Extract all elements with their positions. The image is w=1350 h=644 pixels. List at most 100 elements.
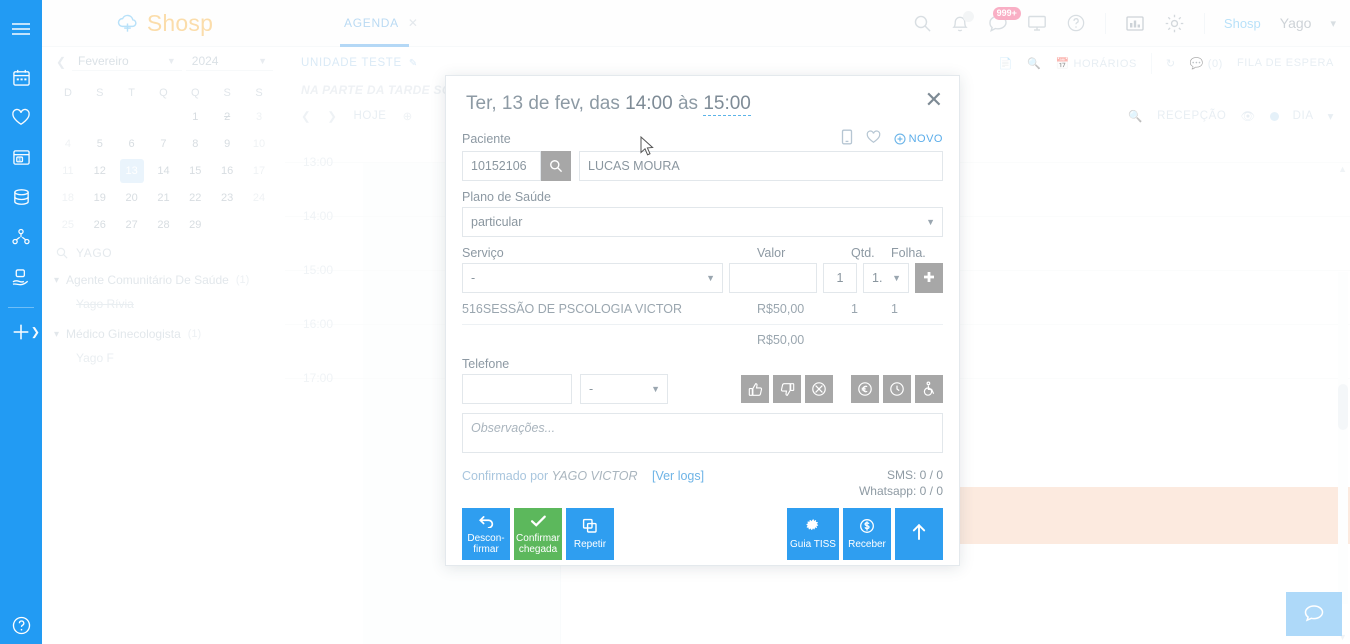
- calendar-day[interactable]: 18: [61, 191, 75, 204]
- recepcao-filter[interactable]: RECEPÇÃO: [1157, 110, 1227, 122]
- calendar-day[interactable]: [211, 211, 243, 238]
- add-icon[interactable]: ❯: [0, 312, 42, 352]
- scrollbar-track[interactable]: [1338, 272, 1348, 604]
- prev-day-button[interactable]: ❮: [301, 111, 312, 123]
- calendar-day[interactable]: 27: [125, 218, 138, 231]
- calendar-day[interactable]: 15: [189, 164, 202, 177]
- search-icon[interactable]: [913, 14, 932, 33]
- cancel-circle-icon[interactable]: [805, 375, 833, 403]
- calendar-day[interactable]: [52, 103, 84, 130]
- calendar-day[interactable]: 21: [157, 191, 170, 204]
- heart-icon[interactable]: [0, 97, 42, 137]
- clock-circle-icon[interactable]: [883, 375, 911, 403]
- people-network-icon[interactable]: [0, 217, 42, 257]
- thumbs-up-icon[interactable]: [741, 375, 769, 403]
- calendar-day[interactable]: 19: [93, 191, 106, 204]
- calendar-day[interactable]: 13: [116, 157, 148, 184]
- refresh-icon[interactable]: ↻: [1165, 57, 1176, 70]
- year-select[interactable]: 2024 ▼: [185, 53, 273, 71]
- patient-name-input[interactable]: [579, 151, 943, 181]
- scrollbar-thumb[interactable]: [1338, 384, 1348, 430]
- novo-patient-button[interactable]: NOVO: [894, 133, 943, 145]
- servico-select[interactable]: - ▼: [462, 263, 723, 293]
- servico-folha-select[interactable]: 1. ▼: [863, 263, 909, 293]
- staff-person[interactable]: Yago F: [76, 351, 114, 365]
- help-circle-icon[interactable]: [0, 615, 42, 636]
- today-button[interactable]: HOJE: [353, 110, 387, 122]
- repetir-button[interactable]: Repetir: [566, 508, 614, 560]
- chat-fab-button[interactable]: [1286, 592, 1342, 636]
- desconfirmar-button[interactable]: Descon- firmar: [462, 508, 510, 560]
- calendar-day[interactable]: 11: [62, 164, 74, 177]
- calendar-day[interactable]: 7: [160, 137, 167, 150]
- chevron-left-icon[interactable]: ❮: [55, 55, 67, 69]
- servico-qtd-input[interactable]: [823, 263, 857, 293]
- calendar-day[interactable]: 22: [189, 191, 202, 204]
- chevron-down-icon[interactable]: ▾: [1327, 111, 1334, 123]
- calendar-day[interactable]: 16: [221, 164, 234, 177]
- search-icon[interactable]: 🔍: [1027, 57, 1042, 70]
- receber-button[interactable]: Receber: [843, 508, 891, 560]
- calendar-day[interactable]: 10: [252, 137, 266, 150]
- send-up-button[interactable]: [895, 508, 943, 560]
- eye-icon[interactable]: 👁: [1240, 111, 1256, 123]
- user-menu-label[interactable]: Yago: [1279, 15, 1312, 31]
- shosp-mini-logo[interactable]: Shosp: [1223, 15, 1261, 31]
- close-icon[interactable]: ✕: [924, 87, 943, 112]
- calendar-day[interactable]: [243, 211, 275, 238]
- database-icon[interactable]: [0, 177, 42, 217]
- pencil-icon[interactable]: ✎: [408, 58, 418, 69]
- calendar-day[interactable]: 26: [93, 218, 106, 231]
- calendar-day[interactable]: 8: [192, 137, 199, 150]
- calendar-day[interactable]: 4: [64, 137, 71, 150]
- tab-agenda[interactable]: AGENDA ✕: [340, 0, 423, 47]
- calendar-day[interactable]: 3: [255, 110, 263, 123]
- calendar-day[interactable]: 28: [157, 218, 170, 231]
- calendar-day[interactable]: 6: [128, 137, 135, 150]
- euro-circle-icon[interactable]: [851, 375, 879, 403]
- plano-select[interactable]: particular ▼: [462, 207, 943, 237]
- calendar-day[interactable]: [116, 103, 148, 130]
- next-day-button[interactable]: ❯: [327, 111, 338, 123]
- calendar-day[interactable]: [148, 103, 180, 130]
- calendar-day[interactable]: 17: [252, 164, 266, 177]
- calendar-day[interactable]: 2: [224, 110, 231, 123]
- telefone-type-select[interactable]: - ▼: [580, 374, 668, 404]
- wheelchair-icon[interactable]: [915, 375, 943, 403]
- chat-icon[interactable]: 999+: [988, 6, 1021, 33]
- calendar-day[interactable]: 1: [192, 110, 199, 123]
- staff-group[interactable]: ▾ Agente Comunitário De Saúde (1): [42, 264, 285, 290]
- scroll-up-icon[interactable]: ▲: [1338, 164, 1347, 174]
- calendar-day[interactable]: 29: [189, 218, 202, 231]
- add-appointment-button[interactable]: ⊕: [402, 111, 413, 123]
- servico-valor-input[interactable]: [729, 263, 817, 293]
- horarios-button[interactable]: 📅 HORÁRIOS: [1055, 57, 1137, 70]
- calendar-day[interactable]: 12: [93, 164, 106, 177]
- heart-icon[interactable]: [866, 130, 881, 147]
- observacoes-textarea[interactable]: [462, 413, 943, 453]
- chevron-down-icon[interactable]: ▾: [1330, 17, 1336, 30]
- patient-search-button[interactable]: [541, 151, 571, 181]
- calendar-day[interactable]: 24: [252, 191, 266, 204]
- modal-title-start[interactable]: 14:00: [625, 93, 673, 114]
- hamburger-icon[interactable]: [0, 9, 42, 49]
- brand-logo[interactable]: Shosp: [42, 10, 285, 37]
- search-icon[interactable]: 🔍: [1128, 111, 1144, 123]
- mobile-icon[interactable]: [841, 129, 853, 148]
- calendar-day[interactable]: 14: [157, 164, 170, 177]
- chart-bar-icon[interactable]: [1125, 14, 1145, 33]
- staff-person[interactable]: Yago Rívia: [76, 297, 134, 311]
- staff-group[interactable]: ▾ Médico Ginecologista (1): [42, 318, 285, 344]
- bell-icon[interactable]: [951, 10, 974, 33]
- note-icon[interactable]: 📄: [998, 57, 1014, 70]
- hand-care-icon[interactable]: [0, 257, 42, 297]
- close-icon[interactable]: ✕: [407, 16, 419, 30]
- calendar-day[interactable]: 20: [125, 191, 138, 204]
- window-money-icon[interactable]: $: [0, 137, 42, 177]
- fila-espera-button[interactable]: FILA DE ESPERA: [1236, 57, 1334, 69]
- view-mode[interactable]: DIA: [1292, 110, 1314, 122]
- unit-title[interactable]: UNIDADE TESTE ✎: [301, 57, 418, 69]
- table-row[interactable]: 516SESSÃO DE PSCOLOGIA VICTOR R$50,00 1 …: [462, 302, 943, 325]
- thumbs-down-icon[interactable]: [773, 375, 801, 403]
